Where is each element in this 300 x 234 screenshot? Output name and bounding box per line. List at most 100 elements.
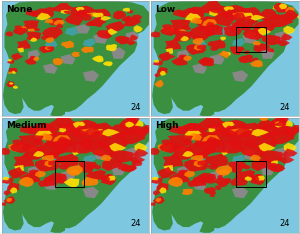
Polygon shape — [232, 154, 245, 164]
Polygon shape — [297, 15, 300, 19]
Polygon shape — [57, 124, 68, 129]
Polygon shape — [75, 24, 90, 33]
Polygon shape — [4, 117, 149, 228]
Polygon shape — [207, 136, 217, 143]
Polygon shape — [169, 19, 191, 31]
Polygon shape — [135, 120, 144, 127]
Polygon shape — [45, 46, 52, 50]
Polygon shape — [36, 141, 68, 158]
Polygon shape — [259, 124, 279, 139]
Polygon shape — [183, 26, 191, 30]
Polygon shape — [39, 46, 54, 53]
Polygon shape — [224, 6, 234, 12]
Polygon shape — [6, 198, 12, 202]
Polygon shape — [208, 164, 218, 170]
Polygon shape — [168, 177, 183, 187]
Polygon shape — [55, 154, 79, 167]
Polygon shape — [92, 13, 104, 18]
Polygon shape — [192, 35, 203, 41]
Polygon shape — [218, 175, 223, 179]
Polygon shape — [250, 60, 263, 67]
Polygon shape — [182, 139, 193, 145]
Polygon shape — [106, 143, 118, 152]
Polygon shape — [2, 178, 14, 184]
Polygon shape — [33, 151, 44, 157]
Polygon shape — [178, 170, 190, 175]
Polygon shape — [197, 45, 206, 50]
Polygon shape — [246, 32, 256, 37]
Polygon shape — [83, 130, 112, 147]
Polygon shape — [16, 26, 27, 32]
Polygon shape — [274, 121, 284, 128]
Polygon shape — [127, 40, 136, 45]
Polygon shape — [199, 175, 213, 181]
Polygon shape — [267, 165, 278, 171]
Polygon shape — [156, 198, 161, 202]
Polygon shape — [45, 132, 67, 144]
Polygon shape — [4, 196, 15, 204]
Polygon shape — [66, 120, 99, 134]
Polygon shape — [2, 177, 9, 180]
Polygon shape — [160, 27, 180, 36]
Polygon shape — [83, 38, 96, 47]
Polygon shape — [23, 20, 39, 29]
Polygon shape — [281, 14, 295, 20]
Polygon shape — [41, 35, 50, 40]
Polygon shape — [207, 40, 226, 49]
Polygon shape — [35, 171, 46, 178]
Polygon shape — [273, 120, 285, 126]
Polygon shape — [192, 63, 207, 74]
Polygon shape — [202, 19, 217, 27]
Polygon shape — [215, 120, 249, 134]
Polygon shape — [72, 140, 95, 154]
Polygon shape — [134, 25, 143, 33]
Polygon shape — [71, 125, 95, 138]
Polygon shape — [184, 171, 195, 178]
Polygon shape — [210, 194, 215, 197]
Polygon shape — [198, 57, 214, 66]
Polygon shape — [134, 126, 151, 137]
Polygon shape — [50, 105, 65, 117]
Polygon shape — [106, 176, 116, 181]
Polygon shape — [122, 8, 130, 11]
Polygon shape — [273, 5, 282, 10]
Polygon shape — [65, 26, 78, 36]
Polygon shape — [102, 158, 123, 171]
Polygon shape — [101, 30, 109, 34]
Text: Medium: Medium — [6, 121, 46, 130]
Polygon shape — [38, 181, 48, 187]
Polygon shape — [204, 187, 216, 195]
Polygon shape — [120, 130, 146, 144]
Polygon shape — [200, 221, 214, 233]
Polygon shape — [231, 177, 248, 186]
Polygon shape — [122, 18, 131, 22]
Polygon shape — [109, 143, 126, 152]
Polygon shape — [129, 166, 137, 170]
Polygon shape — [12, 139, 24, 145]
Polygon shape — [204, 25, 223, 36]
Polygon shape — [123, 16, 142, 26]
Polygon shape — [256, 143, 268, 152]
Polygon shape — [235, 170, 255, 180]
Polygon shape — [155, 73, 161, 77]
Polygon shape — [220, 125, 245, 138]
Polygon shape — [154, 80, 164, 87]
Polygon shape — [132, 160, 142, 166]
Polygon shape — [33, 139, 44, 145]
Polygon shape — [211, 13, 235, 27]
Polygon shape — [121, 163, 136, 172]
Polygon shape — [202, 139, 225, 154]
Polygon shape — [251, 129, 269, 136]
Polygon shape — [128, 34, 138, 41]
Polygon shape — [50, 221, 65, 233]
Polygon shape — [237, 129, 254, 137]
Polygon shape — [258, 27, 271, 35]
Polygon shape — [271, 161, 278, 165]
Polygon shape — [171, 56, 188, 66]
Polygon shape — [188, 133, 202, 141]
Polygon shape — [14, 165, 24, 172]
Polygon shape — [293, 125, 300, 131]
Polygon shape — [230, 26, 240, 33]
Polygon shape — [252, 19, 276, 34]
Polygon shape — [154, 117, 298, 228]
